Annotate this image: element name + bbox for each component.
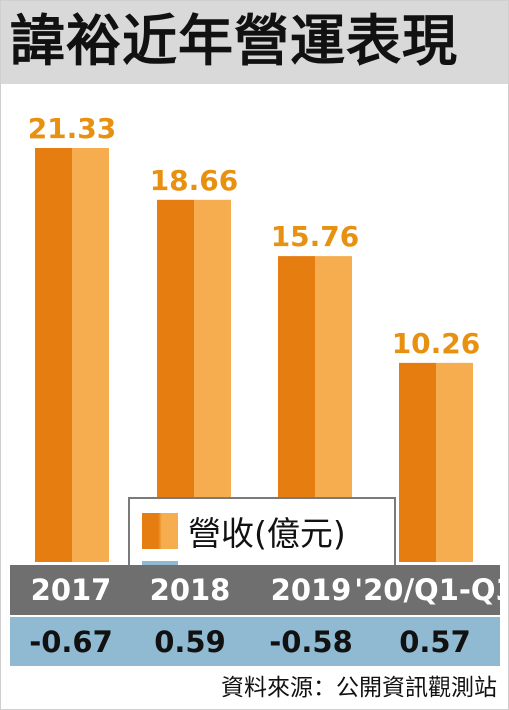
legend-revenue-label: 營收(億元) <box>188 514 346 553</box>
category-label: 2017 <box>30 573 112 607</box>
revenue-value-label: 15.76 <box>271 220 360 253</box>
revenue-value-label: 21.33 <box>28 112 117 145</box>
source-note: 資料來源：公開資訊觀測站 <box>221 675 497 701</box>
revenue-bar-chart: 21.33 18.66 15.76 10.26 <box>28 112 481 562</box>
eps-value: -0.67 <box>29 624 113 659</box>
eps-value: 0.57 <box>399 624 471 659</box>
revenue-swatch <box>142 513 178 549</box>
revenue-bar-left-half <box>35 148 72 562</box>
revenue-value-label: 18.66 <box>150 164 239 197</box>
revenue-bar-right-half <box>72 148 109 562</box>
category-label: 2019 <box>270 573 352 607</box>
eps-value: -0.58 <box>269 624 353 659</box>
category-label: 2018 <box>149 573 231 607</box>
revenue-bar-left-half <box>399 362 436 562</box>
revenue-bar <box>35 148 109 562</box>
chart-title: 諱裕近年營運表現 <box>10 9 459 73</box>
legend-item-revenue: 營收(億元) <box>142 509 346 553</box>
eps-value: 0.59 <box>154 624 226 659</box>
category-axis-band: 2017 2018 2019 '20/Q1-Q3 <box>10 565 509 615</box>
category-label: '20/Q1-Q3 <box>354 573 509 607</box>
title-banner: 諱裕近年營運表現 <box>0 0 509 84</box>
eps-value-band: -0.67 0.59 -0.58 0.57 <box>10 617 500 666</box>
revenue-value-label: 10.26 <box>392 327 481 360</box>
revenue-bar <box>399 362 473 562</box>
revenue-bar-right-half <box>436 362 473 562</box>
